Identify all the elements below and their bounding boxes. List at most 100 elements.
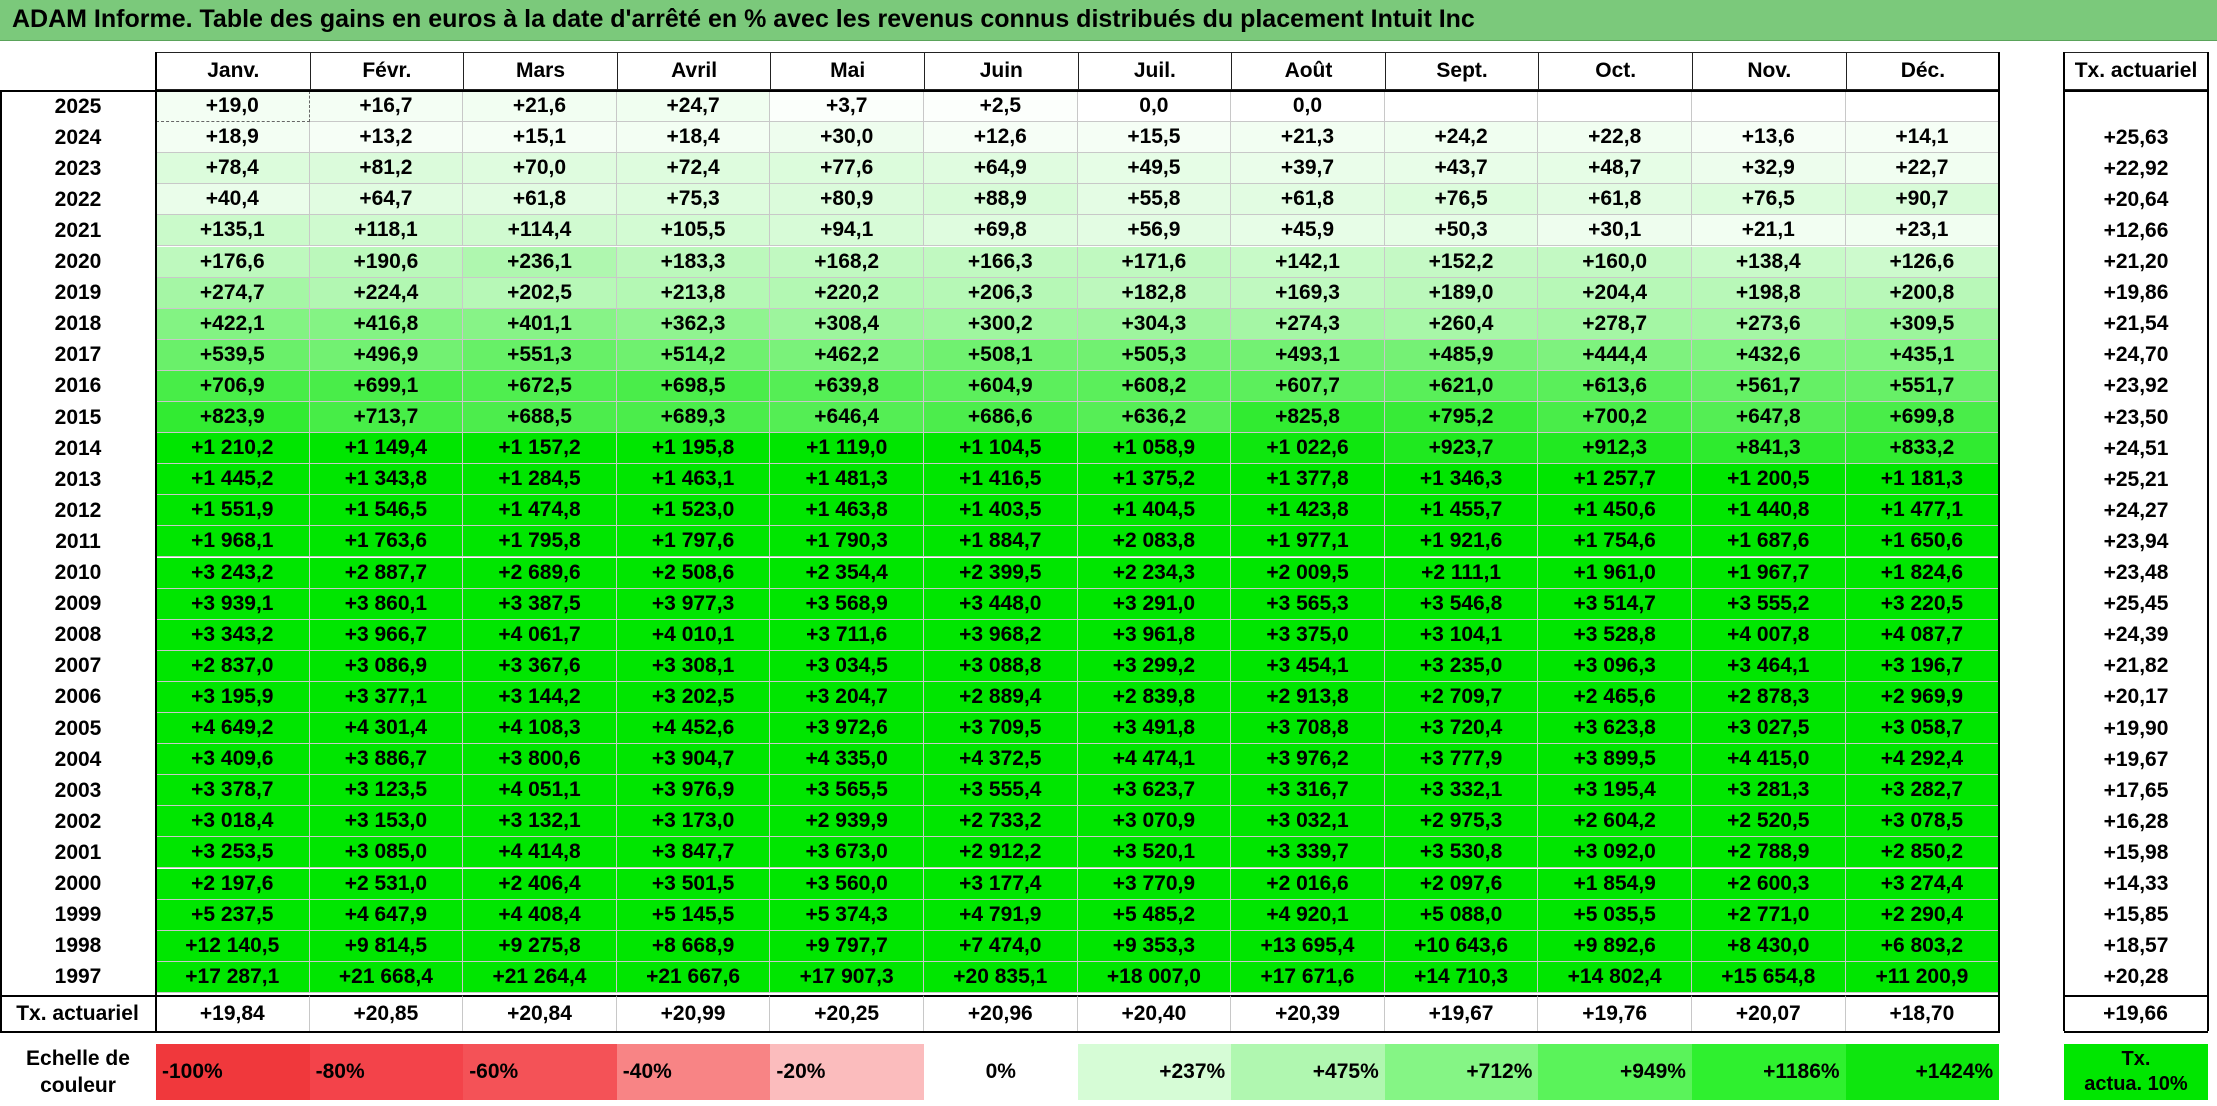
gain-cell: +3 387,5 bbox=[463, 588, 617, 620]
month-header: Janv. bbox=[156, 52, 311, 90]
footer-rate-cell: +20,99 bbox=[616, 994, 771, 1031]
gain-cell: +3 800,6 bbox=[463, 744, 617, 776]
gain-cell: +14 710,3 bbox=[1384, 961, 1539, 993]
year-label: 1997 bbox=[0, 961, 156, 993]
gain-cell: +2 406,4 bbox=[463, 868, 617, 900]
gain-cell: +3 253,5 bbox=[156, 837, 310, 869]
gain-cell: +3 339,7 bbox=[1231, 837, 1385, 869]
gain-cell: +1 977,1 bbox=[1231, 526, 1385, 558]
gain-cell: +142,1 bbox=[1231, 246, 1385, 278]
gain-cell: +1 058,9 bbox=[1077, 433, 1232, 465]
color-scale-label-line1: Echelle de bbox=[26, 1047, 130, 1070]
gain-cell: +40,4 bbox=[156, 184, 310, 216]
gain-cell: +3 860,1 bbox=[309, 588, 464, 620]
gain-cell: +3 514,7 bbox=[1538, 588, 1692, 620]
gain-cell: +1 346,3 bbox=[1384, 464, 1539, 496]
gain-cell: +94,1 bbox=[770, 215, 924, 247]
gain-cell: +795,2 bbox=[1384, 402, 1539, 434]
year-label: 2020 bbox=[0, 246, 156, 278]
gain-cell: +3 886,7 bbox=[309, 744, 464, 776]
gain-cell: +3 720,4 bbox=[1384, 713, 1539, 745]
gain-cell: +2 689,6 bbox=[463, 557, 617, 589]
gain-cell: +75,3 bbox=[616, 184, 771, 216]
color-scale-swatch: -80% bbox=[309, 1044, 464, 1100]
gain-cell: +135,1 bbox=[156, 215, 310, 247]
gain-cell: +3 708,8 bbox=[1231, 713, 1385, 745]
gain-cell: +9 892,6 bbox=[1538, 930, 1692, 962]
gain-cell: +24,7 bbox=[616, 91, 771, 123]
year-label: 2014 bbox=[0, 433, 156, 465]
color-scale-swatch: +949% bbox=[1538, 1044, 1692, 1100]
gain-cell: +3 153,0 bbox=[309, 806, 464, 838]
gain-cell: +21,3 bbox=[1231, 122, 1385, 154]
rate-cell: +25,45 bbox=[2064, 588, 2208, 620]
gain-cell: +5 035,5 bbox=[1538, 899, 1692, 931]
footer-rate-cell: +19,76 bbox=[1538, 994, 1692, 1031]
gain-cell: +493,1 bbox=[1231, 339, 1385, 371]
gain-cell: +3 235,0 bbox=[1384, 650, 1539, 682]
month-header: Août bbox=[1231, 52, 1386, 90]
gain-cell: +1 403,5 bbox=[924, 495, 1078, 527]
gain-cell: +4 791,9 bbox=[924, 899, 1078, 931]
gain-cell: +2 850,2 bbox=[1845, 837, 2000, 869]
gain-cell: +64,9 bbox=[924, 153, 1078, 185]
gain-cell: +1 650,6 bbox=[1845, 526, 2000, 558]
gain-cell: +2 508,6 bbox=[616, 557, 771, 589]
gain-cell: +561,7 bbox=[1692, 370, 1846, 402]
gain-cell: +22,7 bbox=[1845, 153, 2000, 185]
year-label: 2002 bbox=[0, 806, 156, 838]
gain-cell: +3 367,6 bbox=[463, 650, 617, 682]
gain-cell: +5 374,3 bbox=[770, 899, 924, 931]
gain-cell: +823,9 bbox=[156, 402, 310, 434]
month-header: Sept. bbox=[1384, 52, 1540, 90]
gain-cell: +3 299,2 bbox=[1077, 650, 1232, 682]
gain-cell: +204,4 bbox=[1538, 277, 1692, 309]
gain-cell: +77,6 bbox=[770, 153, 924, 185]
gain-cell: +4 452,6 bbox=[616, 713, 771, 745]
gain-cell: +1 257,7 bbox=[1538, 464, 1692, 496]
gain-cell: +435,1 bbox=[1845, 339, 2000, 371]
gain-cell: +2 531,0 bbox=[309, 868, 464, 900]
gain-cell: +3 623,8 bbox=[1538, 713, 1692, 745]
gain-cell: +90,7 bbox=[1845, 184, 2000, 216]
gain-cell: +1 455,7 bbox=[1384, 495, 1539, 527]
gain-cell: +17 671,6 bbox=[1231, 961, 1385, 993]
footer-rate-cell: +19,67 bbox=[1384, 994, 1539, 1031]
color-scale-swatch: -40% bbox=[616, 1044, 771, 1100]
gain-cell: +78,4 bbox=[156, 153, 310, 185]
gain-cell: +4 647,9 bbox=[309, 899, 464, 931]
rate-cell: +17,65 bbox=[2064, 775, 2208, 807]
table-bottom-line bbox=[0, 1030, 2001, 1033]
gain-cell: +309,5 bbox=[1845, 308, 2000, 340]
gain-cell: +17 287,1 bbox=[156, 961, 310, 993]
gain-cell: +3 673,0 bbox=[770, 837, 924, 869]
gain-cell: +45,9 bbox=[1231, 215, 1385, 247]
gain-cell: +1 477,1 bbox=[1845, 495, 2000, 527]
gain-cell: +508,1 bbox=[924, 339, 1078, 371]
gain-cell: +3 530,8 bbox=[1384, 837, 1539, 869]
footer-label: Tx. actuariel bbox=[0, 994, 156, 1031]
gain-cell: +76,5 bbox=[1384, 184, 1539, 216]
year-label: 2016 bbox=[0, 370, 156, 402]
gain-cell: +19,0 bbox=[156, 91, 310, 123]
gain-cell: +3 711,6 bbox=[770, 619, 924, 651]
gain-cell: +3 282,7 bbox=[1845, 775, 2000, 807]
gain-cell: +539,5 bbox=[156, 339, 310, 371]
gain-cell: +64,7 bbox=[309, 184, 464, 216]
gain-cell: +3 308,1 bbox=[616, 650, 771, 682]
gain-cell: +16,7 bbox=[309, 91, 464, 123]
rate-cell: +25,21 bbox=[2064, 464, 2208, 496]
gain-cell: +2 975,3 bbox=[1384, 806, 1539, 838]
gain-cell: +3 018,4 bbox=[156, 806, 310, 838]
gain-cell: +224,4 bbox=[309, 277, 464, 309]
year-label: 2000 bbox=[0, 868, 156, 900]
gain-cell: +1 445,2 bbox=[156, 464, 310, 496]
footer-rate-cell: +20,07 bbox=[1692, 994, 1846, 1031]
gain-cell: +2 878,3 bbox=[1692, 681, 1846, 713]
footer-rate-cell: +20,96 bbox=[924, 994, 1078, 1031]
gain-cell: +3 274,4 bbox=[1845, 868, 2000, 900]
gain-cell: +4 108,3 bbox=[463, 713, 617, 745]
year-label: 2015 bbox=[0, 402, 156, 434]
gain-cell: +462,2 bbox=[770, 339, 924, 371]
rate-cell: +24,39 bbox=[2064, 619, 2208, 651]
